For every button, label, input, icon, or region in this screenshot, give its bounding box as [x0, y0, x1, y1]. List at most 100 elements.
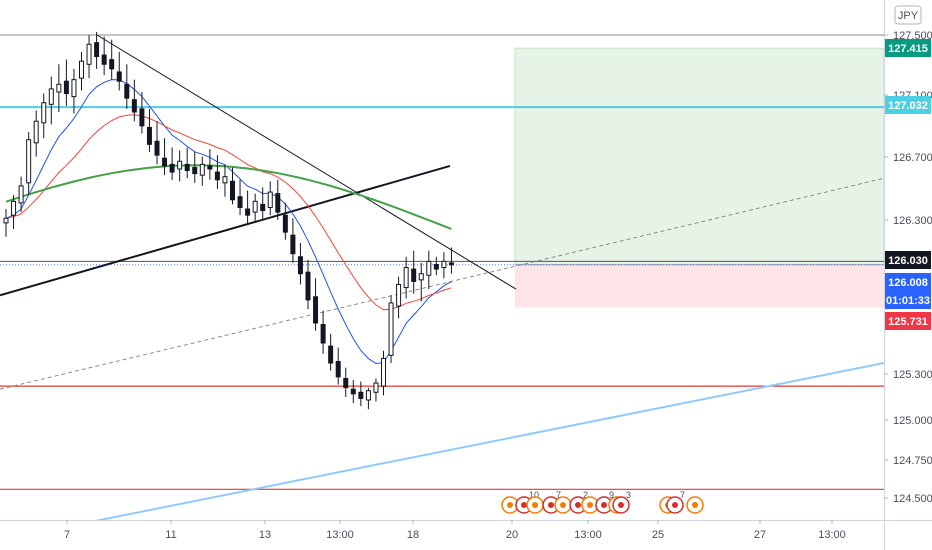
candle-body — [388, 302, 394, 356]
candle[interactable] — [350, 379, 356, 404]
candle[interactable] — [131, 79, 137, 122]
candle[interactable] — [33, 110, 39, 157]
candle[interactable] — [63, 59, 69, 106]
candle[interactable] — [335, 347, 341, 385]
candle[interactable] — [433, 256, 439, 276]
candle[interactable] — [41, 93, 47, 139]
candle[interactable] — [56, 64, 62, 112]
candle-body — [381, 357, 386, 387]
candle[interactable] — [343, 367, 349, 397]
candle[interactable] — [199, 156, 205, 186]
ema-fast-line — [5, 79, 452, 365]
candle[interactable] — [154, 121, 160, 165]
candle-body — [177, 160, 183, 170]
candle[interactable] — [403, 256, 409, 299]
candle[interactable] — [448, 247, 454, 274]
candle[interactable] — [146, 108, 152, 153]
candle[interactable] — [426, 250, 432, 290]
candle[interactable] — [94, 31, 100, 69]
candle[interactable] — [245, 190, 251, 225]
candle[interactable] — [139, 91, 145, 134]
time-axis-label: 18 — [407, 529, 419, 541]
candle[interactable] — [79, 51, 84, 91]
event-marker[interactable] — [686, 496, 704, 514]
candle[interactable] — [365, 387, 371, 410]
position-profit-zone[interactable] — [514, 47, 884, 266]
price-tag[interactable]: 126.008 — [885, 273, 931, 291]
price-tag[interactable]: 01:01:33 — [885, 291, 931, 309]
candle[interactable] — [124, 64, 130, 109]
candle[interactable] — [71, 68, 77, 114]
currency-badge[interactable]: JPY — [894, 5, 922, 25]
candle-body — [131, 99, 137, 113]
candle[interactable] — [267, 181, 273, 216]
candle[interactable] — [177, 150, 183, 182]
candle[interactable] — [230, 167, 235, 205]
candle[interactable] — [48, 76, 54, 125]
price-tag-label: 127.032 — [888, 100, 928, 112]
price-tag[interactable]: 127.032 — [885, 96, 931, 114]
price-axis-label: 126.300 — [893, 215, 932, 227]
event-marker[interactable]: 3 — [612, 490, 631, 514]
descending-trendline[interactable] — [96, 34, 517, 290]
candle[interactable] — [275, 179, 281, 220]
candle[interactable] — [252, 193, 258, 223]
candle[interactable] — [260, 187, 266, 220]
candle[interactable] — [320, 310, 326, 354]
candle[interactable] — [26, 132, 32, 196]
candle[interactable] — [18, 176, 24, 213]
position-loss-zone[interactable] — [515, 264, 884, 308]
candle[interactable] — [313, 278, 319, 331]
candle[interactable] — [411, 250, 417, 294]
candle-body — [290, 234, 296, 255]
candle[interactable] — [184, 147, 190, 179]
candle[interactable] — [207, 148, 213, 180]
price-tag[interactable]: 127.415 — [885, 39, 931, 57]
candle[interactable] — [3, 209, 9, 237]
ascending-trendline[interactable] — [0, 164, 451, 297]
candle-body — [71, 79, 77, 98]
event-marker[interactable]: 7 — [666, 490, 685, 514]
candle[interactable] — [109, 39, 115, 80]
candle[interactable] — [373, 378, 379, 402]
candle[interactable] — [297, 242, 303, 285]
candle[interactable] — [214, 155, 220, 189]
candle[interactable] — [358, 381, 364, 407]
candle-body — [441, 260, 447, 269]
candle[interactable] — [305, 259, 311, 310]
event-marker[interactable]: 7 — [542, 490, 561, 514]
candle[interactable] — [388, 295, 394, 364]
candle[interactable] — [418, 262, 424, 302]
event-marker[interactable] — [526, 496, 544, 514]
candle[interactable] — [162, 138, 168, 176]
candle-body — [313, 296, 319, 324]
candle[interactable] — [11, 195, 17, 230]
candle[interactable] — [282, 202, 288, 240]
candle[interactable] — [237, 179, 243, 216]
price-tag[interactable]: 125.731 — [885, 312, 931, 330]
candle-body — [184, 163, 190, 172]
candle[interactable] — [86, 35, 92, 79]
event-marker-dot — [618, 502, 624, 508]
blue-support-trendline[interactable] — [65, 362, 884, 527]
candle-body — [116, 71, 122, 82]
candle[interactable] — [101, 36, 107, 76]
candle-body — [146, 126, 152, 145]
dashed-trendline[interactable] — [0, 177, 884, 390]
candle[interactable] — [396, 276, 402, 319]
candle[interactable] — [290, 218, 296, 263]
candle-body — [86, 43, 92, 65]
candle[interactable] — [169, 147, 175, 180]
event-marker[interactable] — [554, 496, 572, 514]
candle[interactable] — [116, 51, 122, 91]
candle-body — [222, 176, 228, 184]
event-marker-count: 2 — [583, 490, 588, 500]
candle[interactable] — [192, 152, 198, 183]
candle[interactable] — [381, 350, 386, 396]
candle[interactable] — [328, 333, 334, 371]
candle[interactable] — [222, 164, 228, 197]
price-tag[interactable]: 126.030 — [885, 251, 931, 269]
candle[interactable] — [441, 252, 447, 279]
